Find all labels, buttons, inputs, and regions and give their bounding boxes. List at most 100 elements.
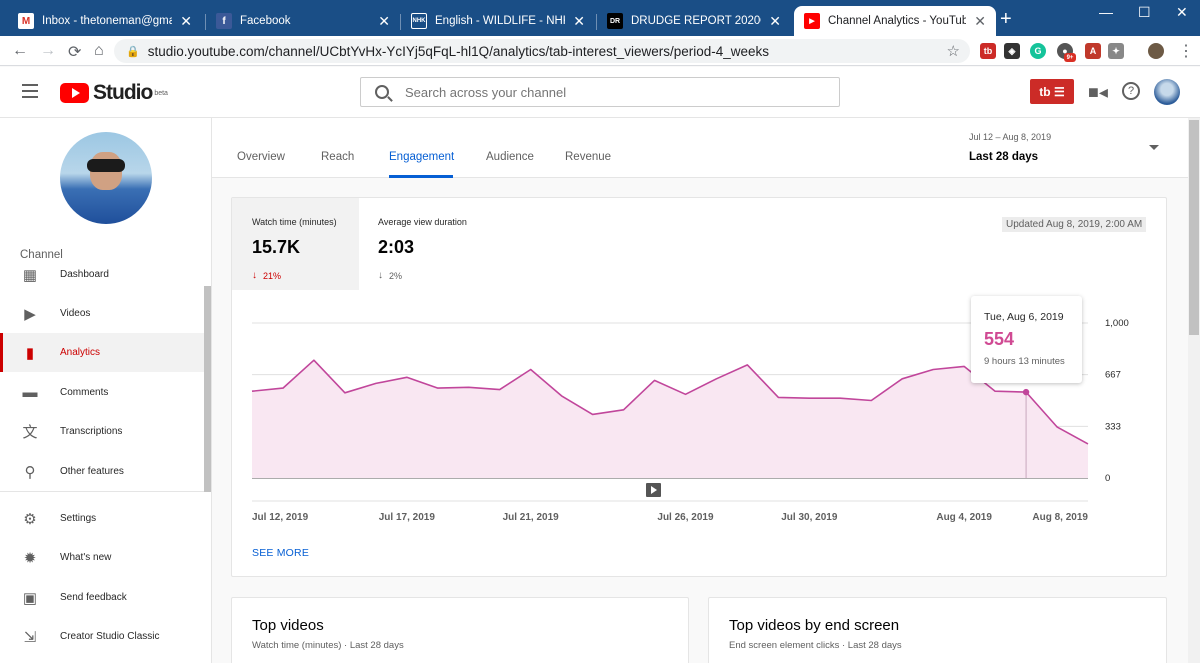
hamburger-menu-icon[interactable] [22,84,38,98]
sidebar-item-transcriptions[interactable]: 文 Transcriptions [0,412,204,451]
address-bar[interactable]: 🔒 studio.youtube.com/channel/UCbtYvHx-Yc… [114,39,970,63]
help-icon[interactable]: ? [1122,82,1140,100]
maximize-icon[interactable]: ☐ [1138,4,1151,20]
profile-avatar-icon[interactable] [1148,43,1164,59]
period-name: Last 28 days [969,151,1039,163]
sidebar-item-label: Transcriptions [60,426,123,437]
chart-tooltip: Tue, Aug 6, 2019 554 9 hours 13 minutes [971,296,1082,383]
top-videos-card: Top videos Watch time (minutes) · Last 2… [231,597,689,663]
card-title: Top videos [252,617,324,634]
browser-tab-nhk[interactable]: NHK English - WILDLIFE - NHK ✕ [401,6,595,36]
sidebar-item-label: What's new [60,552,112,563]
browser-toolbar: ← → ⟳ ⌂ 🔒 studio.youtube.com/channel/UCb… [0,36,1200,66]
tubebuddy-extension-icon[interactable]: tb [980,43,996,59]
channel-label: Channel [20,249,63,261]
sidebar-item-label: Comments [60,387,109,398]
back-icon[interactable]: ← [12,42,28,59]
metric-average-view-duration[interactable]: Average view duration 2:03 ↓ 2% [358,198,518,290]
tab-audience[interactable]: Audience [486,151,534,163]
pdf-extension-icon[interactable]: A [1085,43,1101,59]
classic-icon: ⇲ [23,628,37,646]
channel-search[interactable] [360,77,840,107]
browser-menu-icon[interactable]: ⋮ [1178,43,1194,60]
sidebar-item-dashboard[interactable]: ▦ Dashboard [0,255,204,294]
sidebar-item-other-features[interactable]: ⚲ Other features [0,452,204,491]
new-tab-icon[interactable]: + [1000,8,1012,30]
sidebar-item-label: Creator Studio Classic [60,631,160,642]
shield-extension-icon[interactable]: ◈ [1004,43,1020,59]
tubebuddy-button[interactable]: tb ☰ [1030,79,1074,104]
browser-tab-drudge[interactable]: DR DRUDGE REPORT 2020® ✕ [597,6,791,36]
chevron-down-icon [1149,145,1159,150]
sidebar-item-label: Analytics [60,347,101,358]
tab-separator [400,14,401,30]
period-range: Jul 12 – Aug 8, 2019 [969,132,1052,142]
channel-avatar[interactable] [60,132,152,224]
tubebuddy-label: tb [1039,84,1051,99]
url-text: studio.youtube.com/channel/UCbtYvHx-YcIY… [147,43,770,59]
create-video-icon[interactable]: ■◂ [1088,82,1108,102]
account-avatar[interactable] [1154,79,1180,105]
extension-badge: 9+ [1064,53,1076,62]
feedback-icon: ▣ [22,589,38,607]
search-input[interactable] [405,84,825,100]
tab-engagement[interactable]: Engagement [389,151,455,163]
metric-watch-time[interactable]: Watch time (minutes) 15.7K ↓ 21% [232,198,359,290]
minimize-icon[interactable]: — [1099,4,1113,20]
browser-tab-strip: M Inbox - thetoneman@gmail.com ✕ f Faceb… [0,0,1200,36]
sidebar-item-whats-new[interactable]: ✹ What's new [0,538,204,577]
bookmark-star-icon[interactable]: ☆ [946,43,960,60]
card-title: Top videos by end screen [729,617,900,634]
sidebar-item-creator-studio-classic[interactable]: ⇲ Creator Studio Classic [0,617,204,656]
close-icon[interactable]: ✕ [573,12,585,29]
browser-tab-facebook[interactable]: f Facebook ✕ [206,6,400,36]
scrollbar-thumb[interactable] [1189,120,1199,335]
sidebar-item-videos[interactable]: ▶ Videos [0,294,204,333]
reload-icon[interactable]: ⟳ [68,44,82,61]
metric-value: 2:03 [378,237,415,257]
close-icon[interactable]: ✕ [769,12,781,29]
sidebar-item-label: Settings [60,513,97,524]
tooltip-subtext: 9 hours 13 minutes [984,356,1065,367]
tab-overview[interactable]: Overview [237,151,285,163]
dashboard-icon: ▦ [22,266,38,284]
tab-reach[interactable]: Reach [321,151,355,163]
close-icon[interactable]: ✕ [180,12,192,29]
studio-logo[interactable]: Studio beta [60,81,168,105]
sidebar-item-label: Videos [60,308,91,319]
updated-timestamp: Updated Aug 8, 2019, 2:00 AM [1002,217,1147,232]
metric-label: Average view duration [378,217,467,227]
tab-revenue[interactable]: Revenue [565,151,612,163]
see-more-link[interactable]: SEE MORE [252,547,310,559]
forward-icon[interactable]: → [40,42,56,59]
sidebar-item-send-feedback[interactable]: ▣ Send feedback [0,578,204,617]
avatar-snorkel-mask [87,159,125,172]
window-close-icon[interactable]: ✕ [1176,4,1188,20]
facebook-icon: f [216,13,232,29]
browser-tab-youtube-studio[interactable]: ▶ Channel Analytics - YouTube Studio ✕ [794,6,996,36]
comments-icon: ▬ [22,384,38,401]
tab-separator [596,14,597,30]
sidebar-item-analytics[interactable]: ▮ Analytics [0,333,204,372]
close-icon[interactable]: ✕ [378,12,390,29]
tooltip-date: Tue, Aug 6, 2019 [984,311,1064,323]
sidebar-item-settings[interactable]: ⚙ Settings [0,499,204,538]
close-icon[interactable]: ✕ [974,12,986,29]
period-selector[interactable]: Jul 12 – Aug 8, 2019 Last 28 days [969,132,1159,163]
top-videos-end-screen-card: Top videos by end screen End screen elem… [708,597,1167,663]
page-scrollbar[interactable] [1188,118,1200,663]
extension-icon-2[interactable]: ✦ [1108,43,1124,59]
metric-label: Watch time (minutes) [252,217,337,227]
sidebar-scrollbar[interactable] [204,286,211,492]
studio-header: Studio beta tb ☰ ■◂ ? [0,67,1200,118]
sidebar-item-label: Send feedback [60,592,127,603]
metric-delta-value: 2% [389,270,403,281]
sidebar-item-comments[interactable]: ▬ Comments [0,373,204,412]
metric-delta: ↓ 2% [378,270,518,281]
home-icon[interactable]: ⌂ [94,42,104,59]
browser-tab-gmail[interactable]: M Inbox - thetoneman@gmail.com ✕ [8,6,202,36]
sidebar-item-label: Other features [60,466,124,477]
metric-delta: ↓ 21% [252,270,359,281]
grammarly-extension-icon[interactable]: G [1030,43,1046,59]
lock-icon: 🔒 [126,45,140,58]
